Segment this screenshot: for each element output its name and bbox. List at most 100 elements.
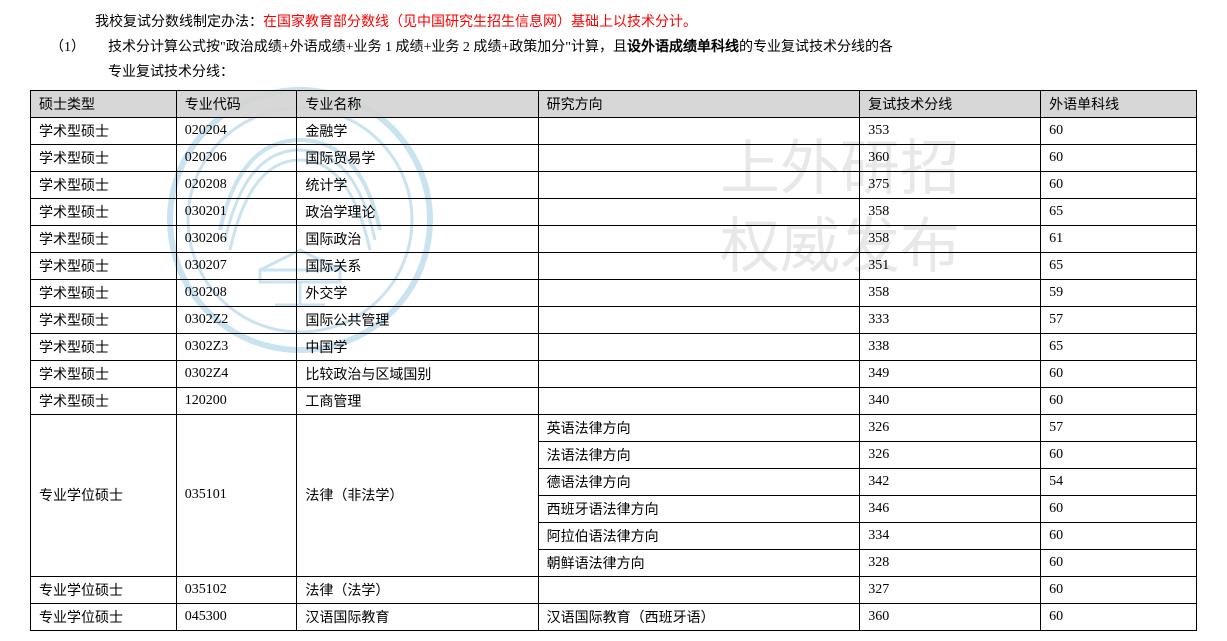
- cell-lang: 65: [1041, 198, 1197, 225]
- cell-code: 0302Z3: [176, 333, 297, 360]
- cell-name: 法律（法学）: [297, 576, 538, 603]
- cell-type: 学术型硕士: [31, 279, 177, 306]
- cell-name: 政治学理论: [297, 198, 538, 225]
- col-header-score: 复试技术分线: [860, 90, 1041, 117]
- cell-score: 340: [860, 387, 1041, 414]
- cell-lang: 65: [1041, 333, 1197, 360]
- cell-dir: 西班牙语法律方向: [538, 495, 860, 522]
- col-header-dir: 研究方向: [538, 90, 860, 117]
- cell-lang: 57: [1041, 414, 1197, 441]
- cell-dir: 阿拉伯语法律方向: [538, 522, 860, 549]
- cell-dir: [538, 198, 860, 225]
- intro-bold: 设外语成绩单科线: [627, 40, 739, 55]
- cell-name: 外交学: [297, 279, 538, 306]
- cell-score: 327: [860, 576, 1041, 603]
- table-row: 学术型硕士030207国际关系 35165: [31, 252, 1197, 279]
- col-header-lang: 外语单科线: [1041, 90, 1197, 117]
- intro-line-3: 专业复试技术分线：: [20, 60, 1207, 85]
- cell-score: 349: [860, 360, 1041, 387]
- table-row: 学术型硕士0302Z4比较政治与区域国别34960: [31, 360, 1197, 387]
- table-row: 学术型硕士0302Z3中国学 33865: [31, 333, 1197, 360]
- cell-name: 金融学: [297, 117, 538, 144]
- cell-type: 专业学位硕士: [31, 576, 177, 603]
- table-row: 专业学位硕士035102法律（法学）32760: [31, 576, 1197, 603]
- cell-score: 326: [860, 414, 1041, 441]
- table-row: 专业学位硕士035101法律（非法学）英语法律方向32657: [31, 414, 1197, 441]
- cell-lang: 60: [1041, 171, 1197, 198]
- cell-code: 045300: [176, 603, 297, 630]
- cell-lang: 60: [1041, 144, 1197, 171]
- cell-name: 中国学: [297, 333, 538, 360]
- table-row: 学术型硕士030208外交学35859: [31, 279, 1197, 306]
- cell-lang: 60: [1041, 441, 1197, 468]
- cell-lang: 60: [1041, 387, 1197, 414]
- cell-lang: 60: [1041, 117, 1197, 144]
- cell-name: 国际关系: [297, 252, 538, 279]
- cell-score: 333: [860, 306, 1041, 333]
- cell-type: 学术型硕士: [31, 225, 177, 252]
- cell-score: 351: [860, 252, 1041, 279]
- cell-code: 020206: [176, 144, 297, 171]
- table-header-row: 硕士类型 专业代码 专业名称 研究方向 复试技术分线 外语单科线: [31, 90, 1197, 117]
- cell-name: 工商管理: [297, 387, 538, 414]
- cell-lang: 60: [1041, 576, 1197, 603]
- cell-score: 338: [860, 333, 1041, 360]
- cell-type: 学术型硕士: [31, 171, 177, 198]
- table-row: 学术型硕士020208统计学37560: [31, 171, 1197, 198]
- table-row: 专业学位硕士045300汉语国际教育汉语国际教育（西班牙语）36060: [31, 603, 1197, 630]
- cell-dir: [538, 117, 860, 144]
- cell-score: 334: [860, 522, 1041, 549]
- cell-type: 学术型硕士: [31, 333, 177, 360]
- cell-type: 学术型硕士: [31, 387, 177, 414]
- cell-code: 030206: [176, 225, 297, 252]
- cell-score: 342: [860, 468, 1041, 495]
- cell-dir: [538, 252, 860, 279]
- cell-code: 035101: [176, 414, 297, 576]
- cell-code: 0302Z4: [176, 360, 297, 387]
- cell-dir: [538, 225, 860, 252]
- cell-score: 360: [860, 603, 1041, 630]
- cell-lang: 60: [1041, 603, 1197, 630]
- cell-lang: 57: [1041, 306, 1197, 333]
- cell-name: 比较政治与区域国别: [297, 360, 538, 387]
- cell-lang: 61: [1041, 225, 1197, 252]
- cell-lang: 60: [1041, 549, 1197, 576]
- col-header-code: 专业代码: [176, 90, 297, 117]
- cell-dir: 汉语国际教育（西班牙语）: [538, 603, 860, 630]
- cell-score: 358: [860, 225, 1041, 252]
- table-row: 学术型硕士030201政治学理论35865: [31, 198, 1197, 225]
- cell-lang: 60: [1041, 522, 1197, 549]
- intro-line-2: （1） 技术分计算公式按"政治成绩+外语成绩+业务 1 成绩+业务 2 成绩+政…: [20, 35, 1207, 60]
- cell-dir: 朝鲜语法律方向: [538, 549, 860, 576]
- table-row: 学术型硕士020204金融学35360: [31, 117, 1197, 144]
- table-row: 学术型硕士030206国际政治 35861: [31, 225, 1197, 252]
- cell-type: 学术型硕士: [31, 306, 177, 333]
- cell-score: 353: [860, 117, 1041, 144]
- cell-code: 030208: [176, 279, 297, 306]
- table-row: 学术型硕士0302Z2国际公共管理33357: [31, 306, 1197, 333]
- cell-lang: 54: [1041, 468, 1197, 495]
- cell-code: 030207: [176, 252, 297, 279]
- intro-red-text: 在国家教育部分数线（见中国研究生招生信息网）基础上以技术分计。: [263, 15, 697, 30]
- col-header-name: 专业名称: [297, 90, 538, 117]
- cell-code: 020208: [176, 171, 297, 198]
- cell-dir: [538, 306, 860, 333]
- cell-dir: [538, 144, 860, 171]
- cell-name: 国际贸易学: [297, 144, 538, 171]
- cell-code: 120200: [176, 387, 297, 414]
- cell-type: 学术型硕士: [31, 252, 177, 279]
- cell-score: 375: [860, 171, 1041, 198]
- cell-type: 学术型硕士: [31, 198, 177, 225]
- cell-name: 国际政治: [297, 225, 538, 252]
- cell-lang: 65: [1041, 252, 1197, 279]
- table-row: 学术型硕士020206国际贸易学36060: [31, 144, 1197, 171]
- cell-score: 358: [860, 198, 1041, 225]
- cell-dir: 德语法律方向: [538, 468, 860, 495]
- cell-code: 0302Z2: [176, 306, 297, 333]
- cell-lang: 60: [1041, 495, 1197, 522]
- cell-score: 360: [860, 144, 1041, 171]
- intro-line-1: 我校复试分数线制定办法：在国家教育部分数线（见中国研究生招生信息网）基础上以技术…: [20, 10, 1207, 35]
- table-row: 学术型硕士120200工商管理 34060: [31, 387, 1197, 414]
- intro-text-a: 技术分计算公式按"政治成绩+外语成绩+业务 1 成绩+业务 2 成绩+政策加分"…: [108, 40, 627, 55]
- cell-name: 法律（非法学）: [297, 414, 538, 576]
